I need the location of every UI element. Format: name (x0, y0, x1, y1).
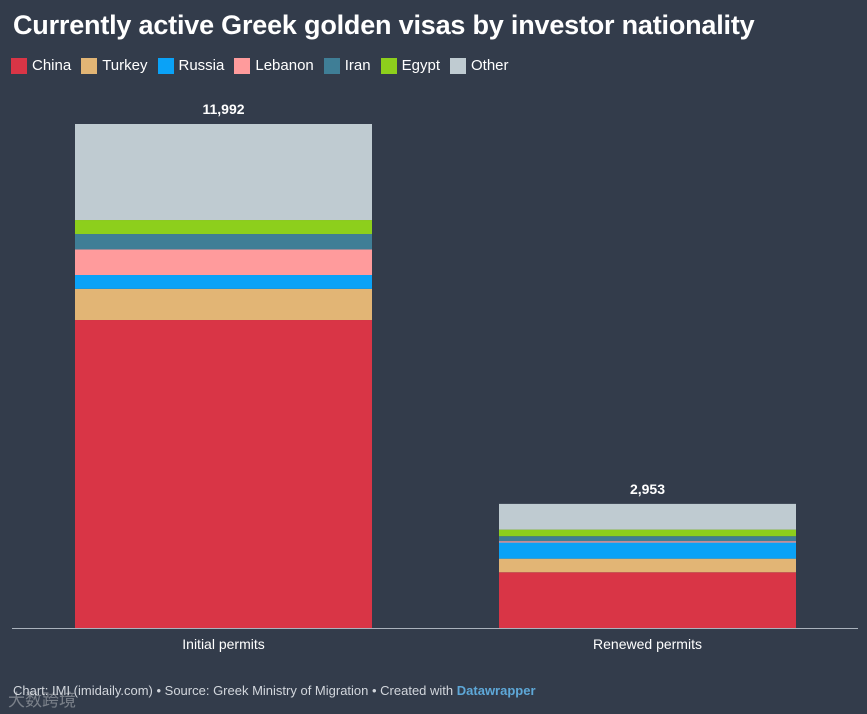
bar-segment-lebanon-initial (75, 249, 372, 275)
legend-item-other: Other (449, 57, 509, 74)
datawrapper-link[interactable]: Datawrapper (456, 683, 536, 698)
legend-swatch-china (11, 57, 27, 74)
legend-swatch-iran (323, 57, 340, 74)
legend-swatch-egypt (380, 57, 397, 74)
legend-label-iran: Iran (344, 57, 371, 74)
chart-title: Currently active Greek golden visas by i… (13, 10, 755, 40)
legend-swatch-lebanon (234, 57, 251, 74)
total-label-initial: 11,992 (202, 101, 244, 117)
bar-segment-iran-renewed (499, 536, 796, 542)
legend-item-egypt: Egypt (380, 57, 440, 74)
bar-segment-other-initial (75, 124, 372, 221)
legend-item-lebanon: Lebanon (234, 57, 314, 74)
legend-label-china: China (32, 57, 72, 74)
bar-segment-turkey-initial (75, 288, 372, 321)
legend-label-other: Other (470, 57, 509, 74)
bar-segment-turkey-renewed (499, 558, 796, 573)
legend-swatch-other (449, 57, 466, 74)
legend-swatch-turkey (81, 57, 98, 74)
bar-segment-egypt-renewed (499, 529, 796, 537)
legend-label-russia: Russia (178, 57, 225, 74)
bar-segment-other-renewed (499, 503, 796, 530)
legend-item-russia: Russia (157, 57, 225, 74)
watermark: 大数跨境 (8, 691, 76, 710)
category-label-renewed: Renewed permits (593, 636, 702, 652)
bar-segment-iran-initial (75, 234, 372, 250)
legend-label-lebanon: Lebanon (255, 57, 314, 74)
legend: China Turkey Russia Lebanon Iran Egypt O… (11, 57, 519, 74)
bar-segment-lebanon-renewed (499, 541, 796, 543)
bar-segment-egypt-initial (75, 220, 372, 235)
bar-segment-russia-renewed (499, 542, 796, 559)
total-label-renewed: 2,953 (630, 481, 665, 497)
footer-credits: Chart: IMI (imidaily.com) • Source: Gree… (13, 683, 536, 698)
legend-label-egypt: Egypt (401, 57, 440, 74)
legend-item-turkey: Turkey (81, 57, 148, 74)
legend-swatch-russia (157, 57, 174, 74)
bar-segment-russia-initial (75, 275, 372, 289)
legend-item-iran: Iran (323, 57, 371, 74)
bar-segment-china-renewed (499, 572, 796, 628)
legend-item-china: China (11, 57, 71, 74)
category-label-initial: Initial permits (182, 636, 264, 652)
bar-segment-china-initial (75, 320, 372, 628)
footer-source-text: Chart: IMI (imidaily.com) • Source: Gree… (13, 683, 457, 698)
legend-label-turkey: Turkey (102, 57, 148, 74)
